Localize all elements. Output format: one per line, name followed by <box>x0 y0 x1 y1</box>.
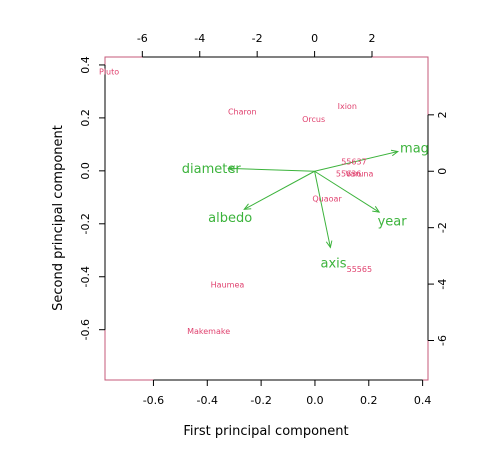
variable-label: albedo <box>208 211 252 226</box>
observation-label: 55565 <box>347 265 372 274</box>
observation-label: Ixion <box>338 102 357 111</box>
variable-label: diameter <box>182 162 242 177</box>
top-tick-label: -6 <box>137 32 148 45</box>
x-tick-label: -0.6 <box>143 394 164 407</box>
right-tick-label: 0 <box>436 168 449 175</box>
y-tick-label: -0.6 <box>79 319 92 340</box>
top-tick-label: -2 <box>252 32 263 45</box>
observation-label: Pluto <box>99 68 119 77</box>
observation-label: Varuna <box>345 169 373 178</box>
top-tick-label: -4 <box>194 32 205 45</box>
x-axis-title: First principal component <box>183 424 348 439</box>
variable-arrow-head <box>243 203 252 210</box>
variable-label: axis <box>321 257 347 272</box>
variable-arrow <box>228 167 315 172</box>
variable-label: mag <box>400 142 429 157</box>
observation-label: Charon <box>228 107 257 116</box>
x-tick-label: 0.4 <box>414 394 432 407</box>
variable-arrow-head <box>325 240 333 249</box>
right-tick-label: -6 <box>436 335 449 346</box>
observation-label: Quaoar <box>312 195 342 204</box>
variable-arrow <box>314 170 380 213</box>
variable-label: year <box>378 214 408 229</box>
variable-arrow <box>244 170 315 210</box>
variable-arrow <box>314 171 331 248</box>
x-tick-label: -0.2 <box>250 394 271 407</box>
y-tick-label: 0.2 <box>79 109 92 127</box>
observation-label: Makemake <box>187 327 230 336</box>
y-tick-label: -0.2 <box>79 213 92 234</box>
variable-arrow-head <box>227 165 236 172</box>
y-tick-label: -0.4 <box>79 266 92 287</box>
observation-label: Orcus <box>302 115 325 124</box>
axes: -0.6 -0.4 -0.2 0.0 0.2 0.4 -0.6 -0.4 -0.2 0.0 0.2 0… <box>79 32 449 407</box>
top-tick-label: 2 <box>369 32 376 45</box>
top-tick-label: 0 <box>311 32 318 45</box>
y-tick-label: 0.4 <box>79 56 92 74</box>
observation-label: 55636 <box>336 169 361 178</box>
y-axis-title: Second principal component <box>51 125 66 311</box>
right-tick-label: 2 <box>436 111 449 118</box>
right-tick-label: -2 <box>436 222 449 233</box>
variable-arrow <box>314 151 398 172</box>
y-tick-label: 0.0 <box>79 162 92 180</box>
observation-label: 55637 <box>341 158 366 167</box>
variable-arrow-head <box>372 206 381 213</box>
x-tick-label: 0.0 <box>306 394 324 407</box>
x-tick-label: 0.2 <box>360 394 378 407</box>
x-tick-label: -0.4 <box>197 394 218 407</box>
variable-arrows: diameter mag albedo year axis <box>182 142 429 272</box>
variable-arrow-head <box>390 149 400 157</box>
right-tick-label: -4 <box>436 279 449 290</box>
observation-label: Haumea <box>211 281 245 290</box>
